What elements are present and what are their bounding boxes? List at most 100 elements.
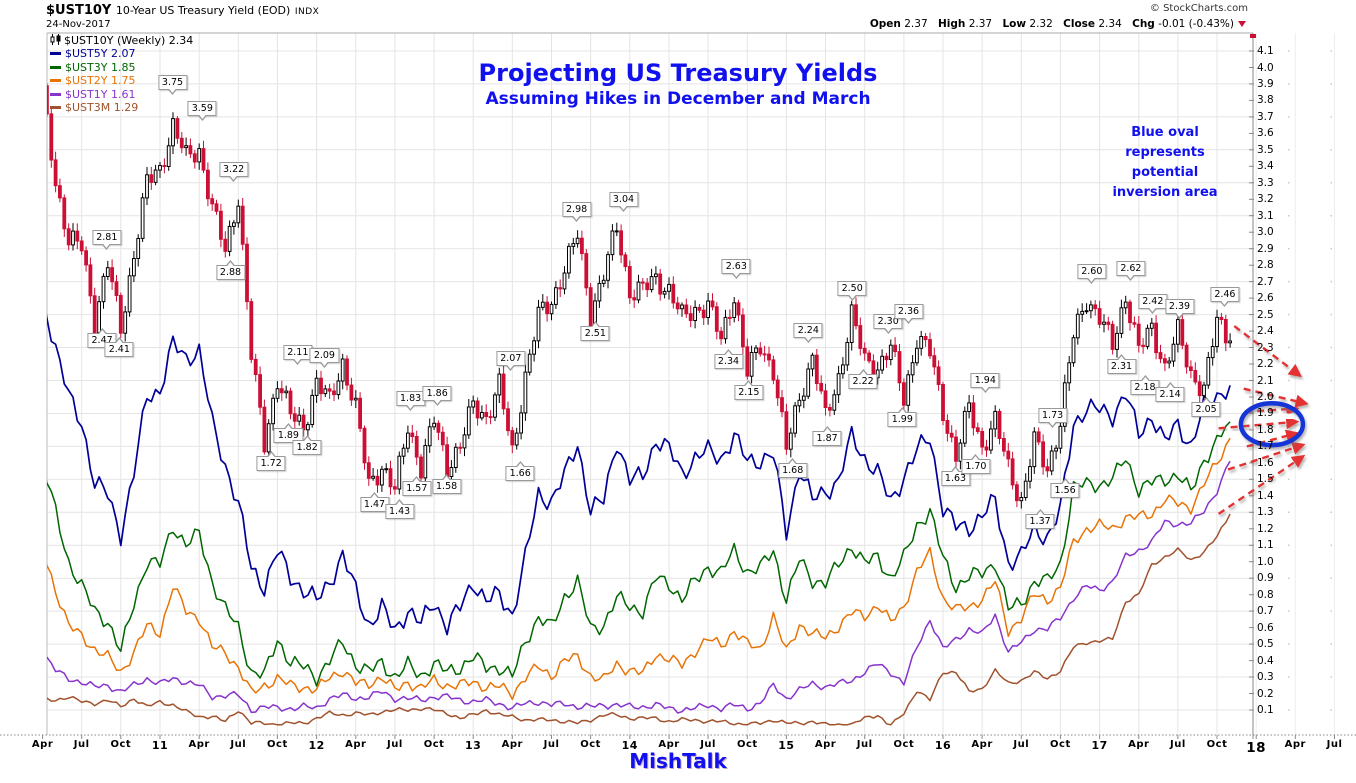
x-axis-label: Jul xyxy=(1013,739,1030,750)
high-value: 2.37 xyxy=(968,18,993,30)
value-callout: 2.15 xyxy=(734,380,764,401)
high-label: High xyxy=(937,18,966,30)
value-callout: 2.18 xyxy=(1130,375,1160,396)
chart-annotation-title: Projecting US Treasury Yields Assuming H… xyxy=(378,58,978,110)
y-axis-label: 1.9 xyxy=(1257,407,1274,420)
y-axis-label: 4.1 xyxy=(1257,45,1274,57)
line-ust1y xyxy=(47,460,1231,714)
value-callout: 1.72 xyxy=(256,451,286,472)
value-callout: 3.04 xyxy=(608,191,639,212)
x-axis-label: Apr xyxy=(1128,739,1150,750)
low-label: Low xyxy=(1002,18,1027,30)
y-axis-label: 2.5 xyxy=(1257,308,1274,321)
y-axis-label: 1.7 xyxy=(1257,440,1274,453)
y-axis-label: 2.3 xyxy=(1257,341,1274,354)
x-axis-label: Apr xyxy=(658,739,680,750)
value-callout: 2.42 xyxy=(1138,293,1168,314)
x-axis-label: Apr xyxy=(814,739,837,750)
projection-arrow xyxy=(1218,416,1300,430)
value-callout: 1.94 xyxy=(970,372,1000,393)
value-callout: 3.59 xyxy=(187,101,217,121)
x-axis-label: 18 xyxy=(1246,740,1267,756)
x-axis-label: Apr xyxy=(501,739,523,750)
x-axis-label: 15 xyxy=(778,739,795,752)
value-callout: 2.34 xyxy=(713,349,744,369)
value-callout: 2.46 xyxy=(1210,287,1240,308)
line-ust3y xyxy=(47,421,1231,687)
value-callout: 1.68 xyxy=(778,457,808,478)
legend-line-swatch xyxy=(50,92,61,96)
x-axis-label: Apr xyxy=(188,739,210,750)
value-callout: 2.98 xyxy=(562,201,592,222)
x-axis-label: Oct xyxy=(893,739,915,750)
value-callout: 2.50 xyxy=(837,280,867,301)
y-axis-label: 0.3 xyxy=(1257,671,1274,683)
x-axis-label: Oct xyxy=(110,739,132,750)
value-callout: 1.66 xyxy=(505,461,535,481)
value-callout: 1.89 xyxy=(273,423,303,444)
x-axis-label: 11 xyxy=(151,739,169,752)
y-axis-label: 1.5 xyxy=(1257,473,1274,486)
open-value: 2.37 xyxy=(904,18,928,30)
x-axis-label: 16 xyxy=(934,739,952,752)
line-ust5y xyxy=(47,313,1231,636)
y-axis-label: 0.1 xyxy=(1257,704,1274,716)
y-axis-label: 2.2 xyxy=(1257,358,1274,370)
y-axis-label: 1.1 xyxy=(1257,539,1274,552)
value-callout: 1.83 xyxy=(396,391,426,411)
x-axis-label: Jul xyxy=(856,739,873,750)
x-axis-label: Jul xyxy=(73,739,90,750)
y-axis-label: 3.5 xyxy=(1257,143,1274,156)
projection-arrow xyxy=(1246,429,1300,448)
annotation-title-line1: Projecting US Treasury Yields xyxy=(478,59,878,87)
inversion-note-line: Blue oval xyxy=(1131,125,1199,140)
y-axis-label: 2.8 xyxy=(1257,259,1274,272)
y-axis-label: 0.9 xyxy=(1257,572,1274,585)
value-callout: 1.37 xyxy=(1025,508,1055,529)
x-axis-label: 13 xyxy=(465,739,482,752)
projection-arrow xyxy=(1217,454,1306,515)
close-value: 2.34 xyxy=(1098,18,1122,30)
x-axis-label: Jul xyxy=(543,739,560,750)
value-callout: 2.09 xyxy=(309,348,339,369)
y-axis-label: 3.7 xyxy=(1257,110,1274,123)
value-callout: 2.81 xyxy=(92,229,122,250)
value-callout: 2.07 xyxy=(496,351,526,372)
chart-legend: $UST10Y (Weekly) 2.34 $UST5Y 2.07 $UST3Y … xyxy=(50,34,193,114)
value-callout: 2.60 xyxy=(1077,264,1107,285)
legend-series-list: $UST5Y 2.07 $UST3Y 1.85 $UST2Y 1.75 $UST1Y … xyxy=(50,47,193,114)
y-axis-label: 2.7 xyxy=(1257,275,1274,288)
value-callout: 1.43 xyxy=(385,498,415,519)
legend-line-swatch xyxy=(50,52,61,56)
line-ust3m xyxy=(47,513,1231,726)
y-axis-label: 1.8 xyxy=(1257,423,1274,436)
x-axis-label: Oct xyxy=(1050,739,1071,750)
quote-summary: Open 2.37 High 2.37 Low 2.32 Close 2.34 … xyxy=(870,18,1246,30)
value-callout: 3.22 xyxy=(219,162,249,182)
inversion-note: Blue oval represents potential inversion… xyxy=(1098,123,1232,203)
legend-line-swatch xyxy=(50,105,61,109)
x-axis-label: Oct xyxy=(267,739,288,750)
y-axis-label: 3.6 xyxy=(1257,127,1274,140)
y-axis-label: 3.9 xyxy=(1257,77,1274,90)
projection-arrow xyxy=(1243,387,1309,408)
chg-down-triangle-icon xyxy=(1238,21,1246,27)
y-axis-label: 2.1 xyxy=(1257,374,1274,387)
value-callout: 2.36 xyxy=(893,303,924,324)
legend-line-swatch xyxy=(50,79,61,83)
x-axis-label: Apr xyxy=(31,739,54,750)
stockcharts-copyright: © StockCharts.com xyxy=(1149,3,1248,14)
inversion-oval xyxy=(1238,400,1306,448)
y-axis-label: 0.7 xyxy=(1257,605,1274,618)
y-axis-label: 0.8 xyxy=(1257,588,1274,601)
value-callout: 1.47 xyxy=(359,492,390,513)
legend-main-row: $UST10Y (Weekly) 2.34 xyxy=(50,34,193,47)
y-axis-label: 1.3 xyxy=(1257,506,1274,519)
x-axis-label: Oct xyxy=(580,739,601,750)
value-callout: 2.51 xyxy=(580,321,610,341)
y-axis-label: 1.0 xyxy=(1257,555,1274,568)
legend-series-label: $UST2Y 1.75 xyxy=(65,74,136,88)
candlestick-series-ust10y xyxy=(47,83,1232,509)
value-callout: 1.57 xyxy=(402,475,432,496)
y-axis-label: 4.0 xyxy=(1257,61,1274,74)
